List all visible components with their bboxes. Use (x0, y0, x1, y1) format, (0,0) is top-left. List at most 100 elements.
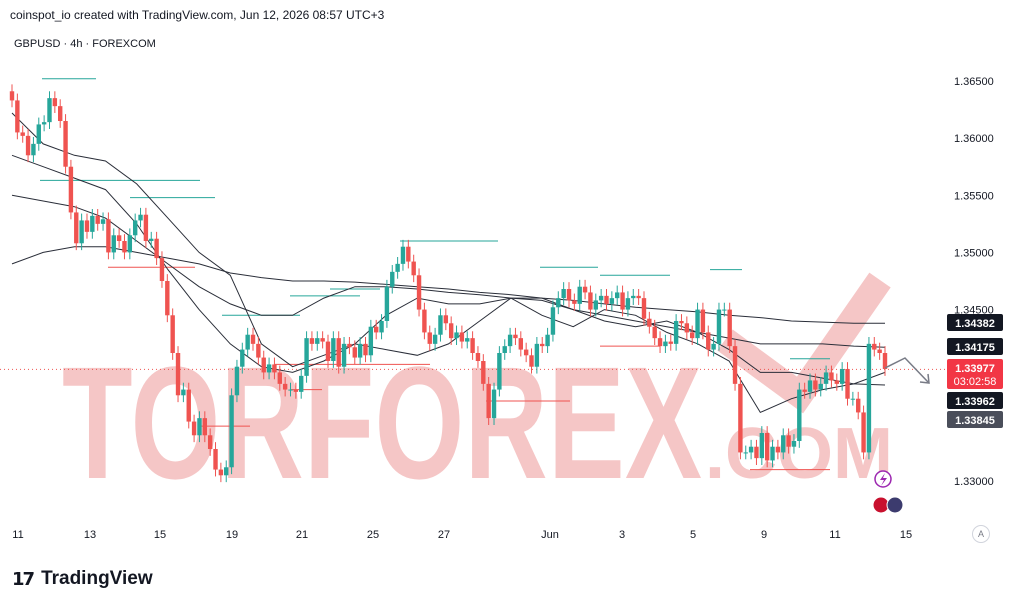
candle (481, 354, 486, 391)
candle (641, 291, 647, 326)
candle (213, 442, 218, 477)
candle (432, 327, 438, 351)
candle (754, 439, 759, 465)
candle (550, 300, 556, 342)
candle (668, 334, 673, 351)
watermark-text: TORFOREX (62, 333, 702, 512)
brand-name: TradingView (41, 568, 153, 589)
candle (229, 388, 234, 475)
candle (325, 334, 331, 368)
candle (304, 331, 309, 383)
x-tick-label: Jun (541, 529, 559, 541)
symbol-title: GBPUSD · 4h · FOREXCOM (14, 38, 156, 50)
candle (716, 302, 722, 351)
candle (68, 159, 74, 220)
x-tick-label: 25 (367, 529, 379, 541)
candle (443, 308, 449, 331)
candle (615, 285, 620, 305)
y-tick-label: 1.36500 (954, 76, 994, 88)
x-tick-label: 13 (84, 529, 96, 541)
candle (743, 445, 748, 460)
candle (111, 228, 116, 260)
candle (561, 282, 566, 305)
candle (470, 331, 475, 360)
candle (9, 84, 15, 108)
candle (15, 93, 20, 140)
candle (706, 325, 711, 357)
candle (122, 234, 127, 260)
candle (813, 373, 818, 397)
candle (100, 212, 106, 231)
candle (502, 339, 507, 360)
candle (845, 362, 850, 406)
candle (475, 346, 481, 368)
candle (679, 314, 684, 331)
candle (320, 331, 325, 349)
moving-average-line (11, 112, 886, 414)
price-label: 1.34382 (947, 314, 1003, 331)
candle (331, 331, 336, 368)
candle (791, 434, 797, 454)
svg-text:1.34382: 1.34382 (955, 318, 995, 330)
candle (673, 314, 679, 351)
candle (234, 359, 240, 403)
candle (224, 460, 229, 483)
candle (866, 337, 872, 460)
candle (829, 365, 834, 388)
candle (631, 289, 636, 305)
candle (534, 337, 540, 374)
candle (807, 373, 813, 399)
candle (181, 382, 186, 403)
candle (52, 91, 58, 113)
x-tick-label: 15 (154, 529, 166, 541)
candles (9, 84, 888, 483)
x-tick-label: 27 (438, 529, 450, 541)
candle (491, 382, 497, 425)
candle (90, 209, 95, 239)
price-label: 1.33845 (947, 411, 1003, 428)
candle (523, 342, 529, 363)
us-flag-icon[interactable] (886, 496, 904, 514)
candle (427, 325, 432, 351)
x-tick-label: 19 (226, 529, 238, 541)
candle (540, 337, 545, 353)
candle (154, 231, 159, 265)
candle (722, 302, 727, 317)
candle (486, 377, 491, 425)
candle (856, 391, 861, 420)
candle (759, 426, 765, 465)
candle (695, 302, 700, 345)
candle (529, 348, 534, 374)
auto-scale-button[interactable]: A (972, 525, 990, 543)
y-tick-label: 1.35000 (954, 247, 994, 259)
candle (315, 331, 320, 351)
candle (727, 302, 732, 353)
candle (764, 426, 770, 468)
chart-decorations (872, 357, 930, 514)
candle (406, 239, 411, 269)
candle (507, 327, 513, 353)
candle (872, 337, 877, 357)
level-lines (0, 78, 945, 471)
tradingview-logo[interactable]: 17 TradingView (12, 568, 153, 590)
candle (593, 293, 598, 317)
candle (277, 365, 282, 391)
candle (604, 289, 609, 311)
candle (438, 308, 443, 342)
candle (165, 274, 170, 323)
candle (775, 439, 781, 460)
candle (459, 325, 465, 349)
price-label: 1.33962 (947, 392, 1003, 409)
candle (797, 382, 802, 448)
candle (802, 382, 807, 399)
x-tick-label: 9 (761, 529, 767, 541)
candle (336, 331, 341, 374)
y-tick-label: 1.33000 (954, 476, 994, 488)
price-label: 1.34175 (947, 338, 1003, 355)
candle (850, 391, 856, 406)
candle (684, 316, 690, 340)
candle (652, 319, 657, 345)
